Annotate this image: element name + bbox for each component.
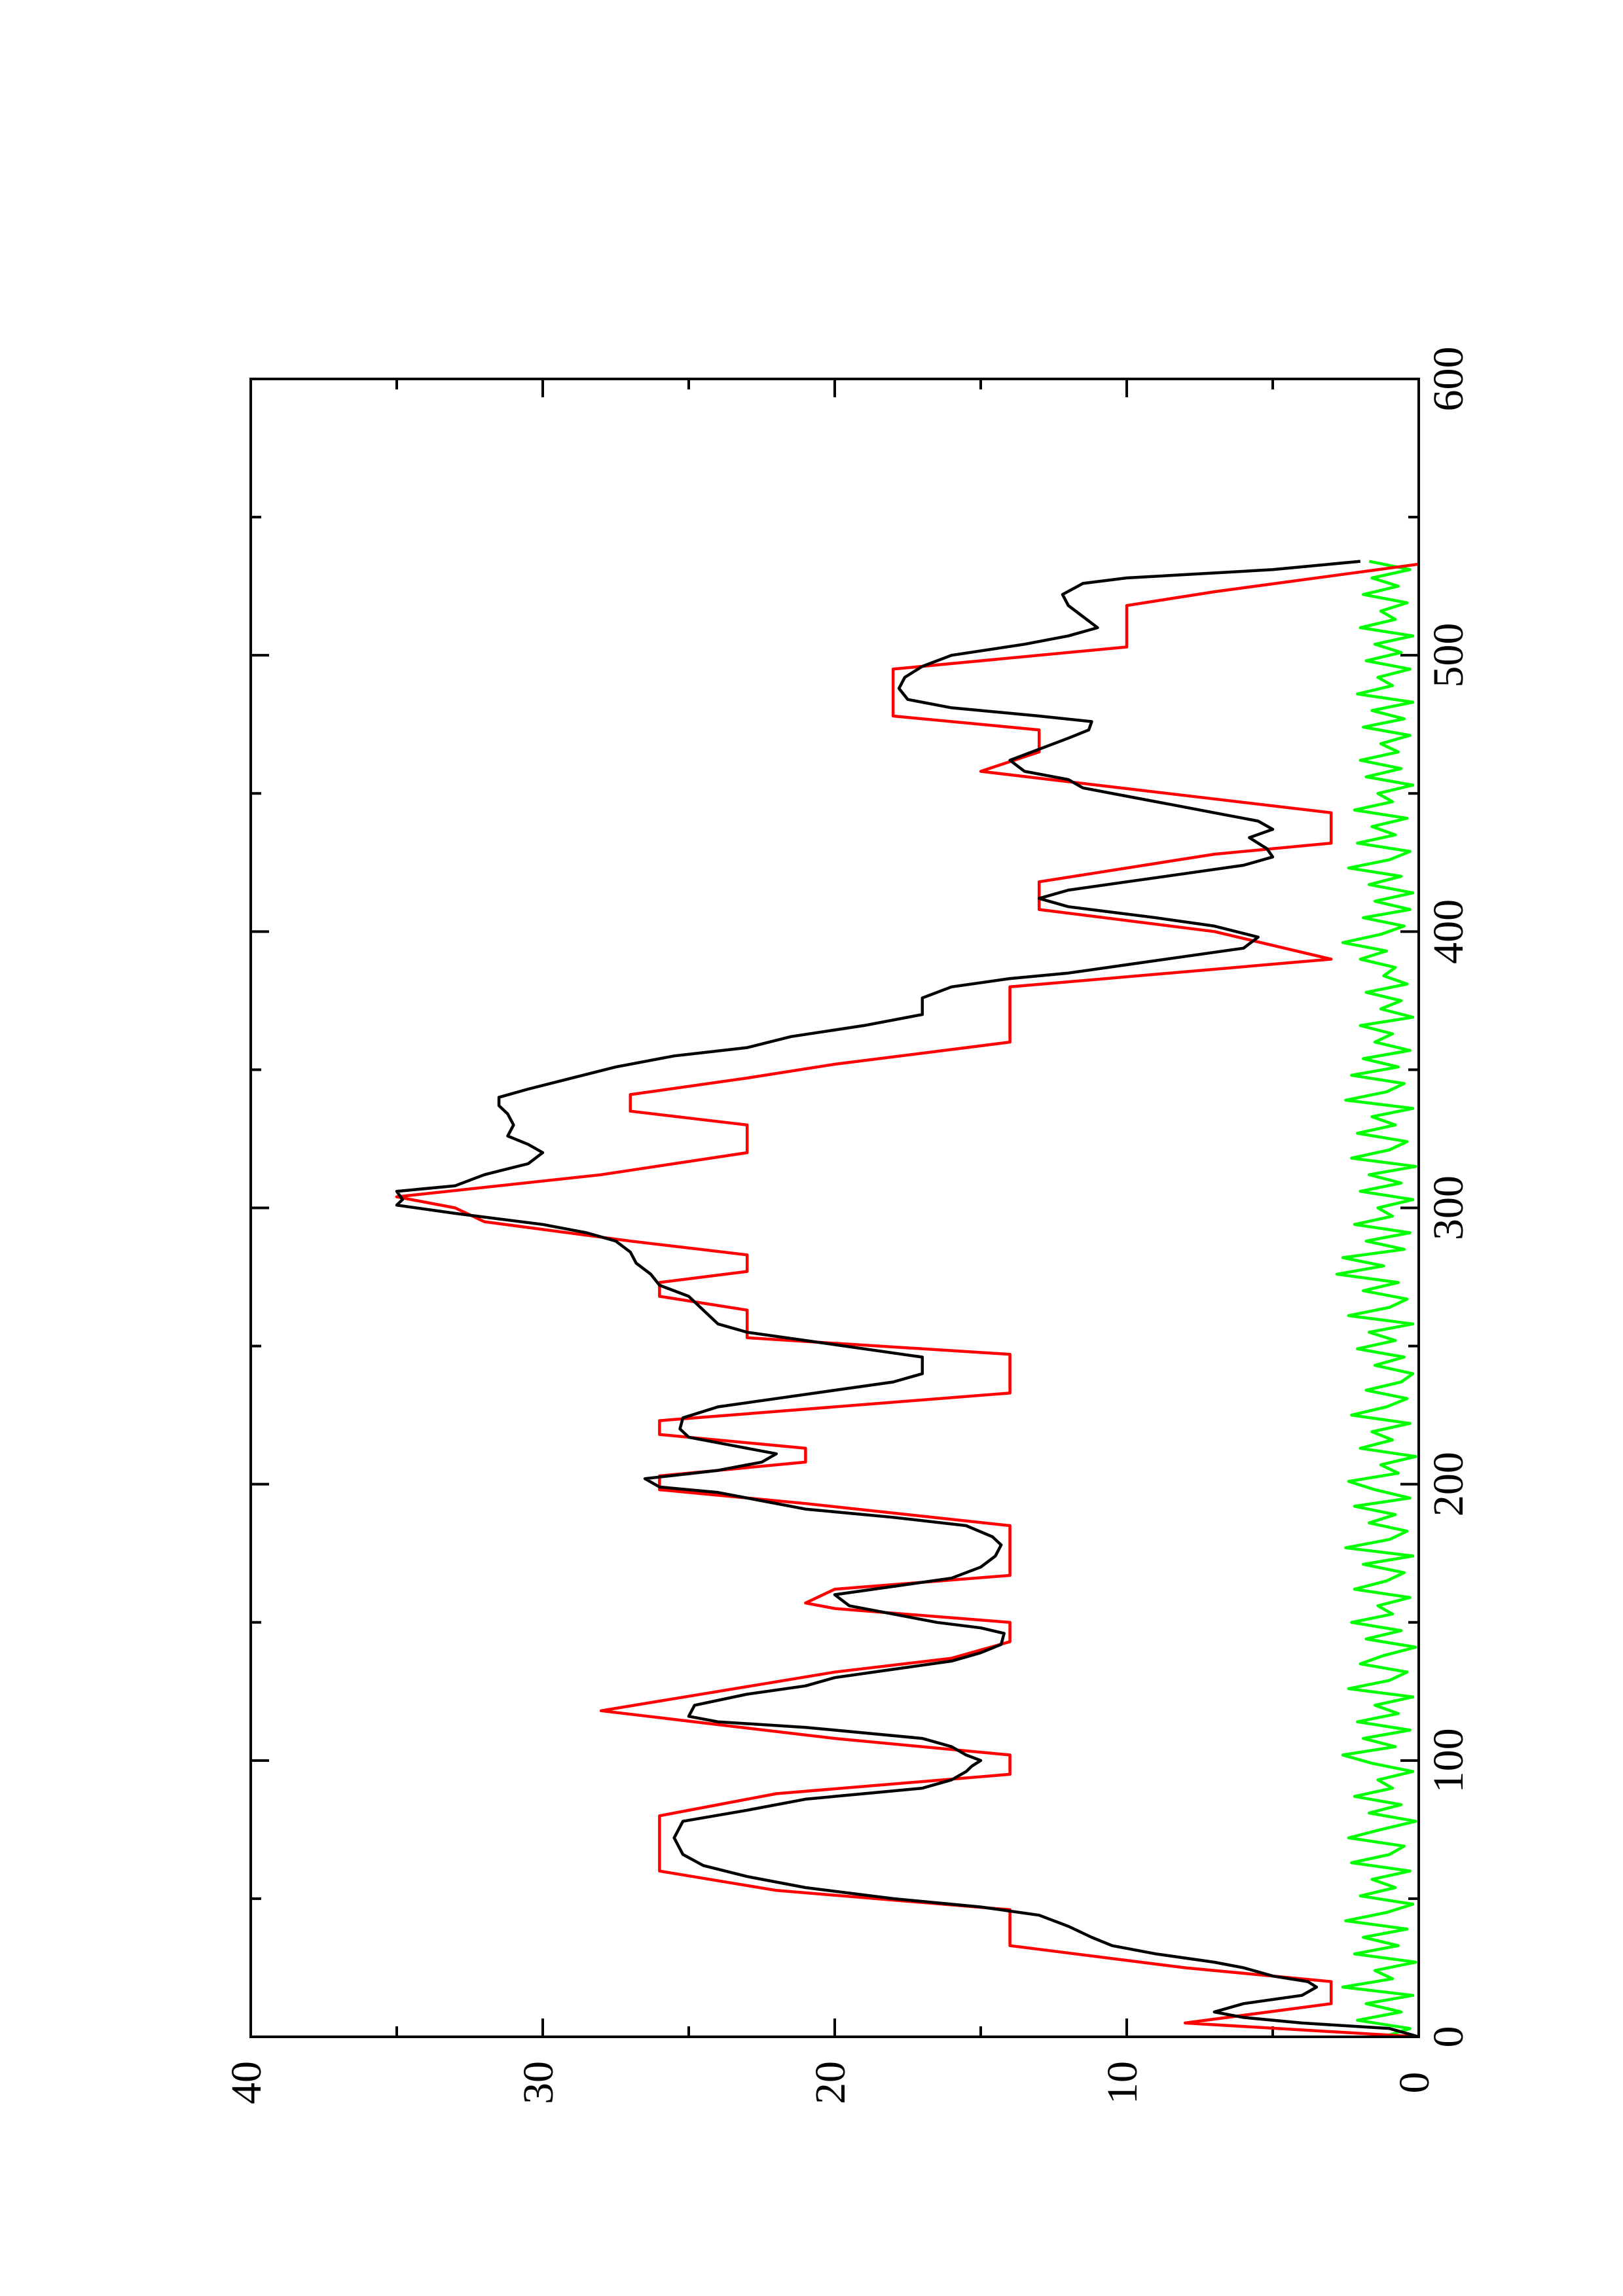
x-tick-label: 500 xyxy=(1425,623,1472,688)
x-tick-label: 100 xyxy=(1425,1728,1472,1793)
y-tick-label: 10 xyxy=(1099,2061,1146,2104)
y-tick-label: 20 xyxy=(807,2061,854,2104)
x-tick-label: 200 xyxy=(1425,1452,1472,1516)
x-tick-label: 0 xyxy=(1425,2026,1472,2048)
y-tick-label: 30 xyxy=(515,2061,562,2104)
x-tick-label: 600 xyxy=(1425,347,1472,412)
series-green-line xyxy=(1335,560,1417,2037)
x-tick-label: 300 xyxy=(1425,1175,1472,1240)
x-tick-label: 400 xyxy=(1425,899,1472,964)
series-black-line xyxy=(395,560,1419,2037)
labels-layer: 0 100 200 300 400 500 600 0 10 20 30 40 xyxy=(223,347,1472,2105)
series-layer xyxy=(395,560,1419,2037)
y-tick-label: 40 xyxy=(223,2061,270,2104)
series-red-line xyxy=(395,562,1419,2037)
plot-frame xyxy=(249,378,1420,2038)
y-tick-label: 0 xyxy=(1391,2072,1438,2094)
